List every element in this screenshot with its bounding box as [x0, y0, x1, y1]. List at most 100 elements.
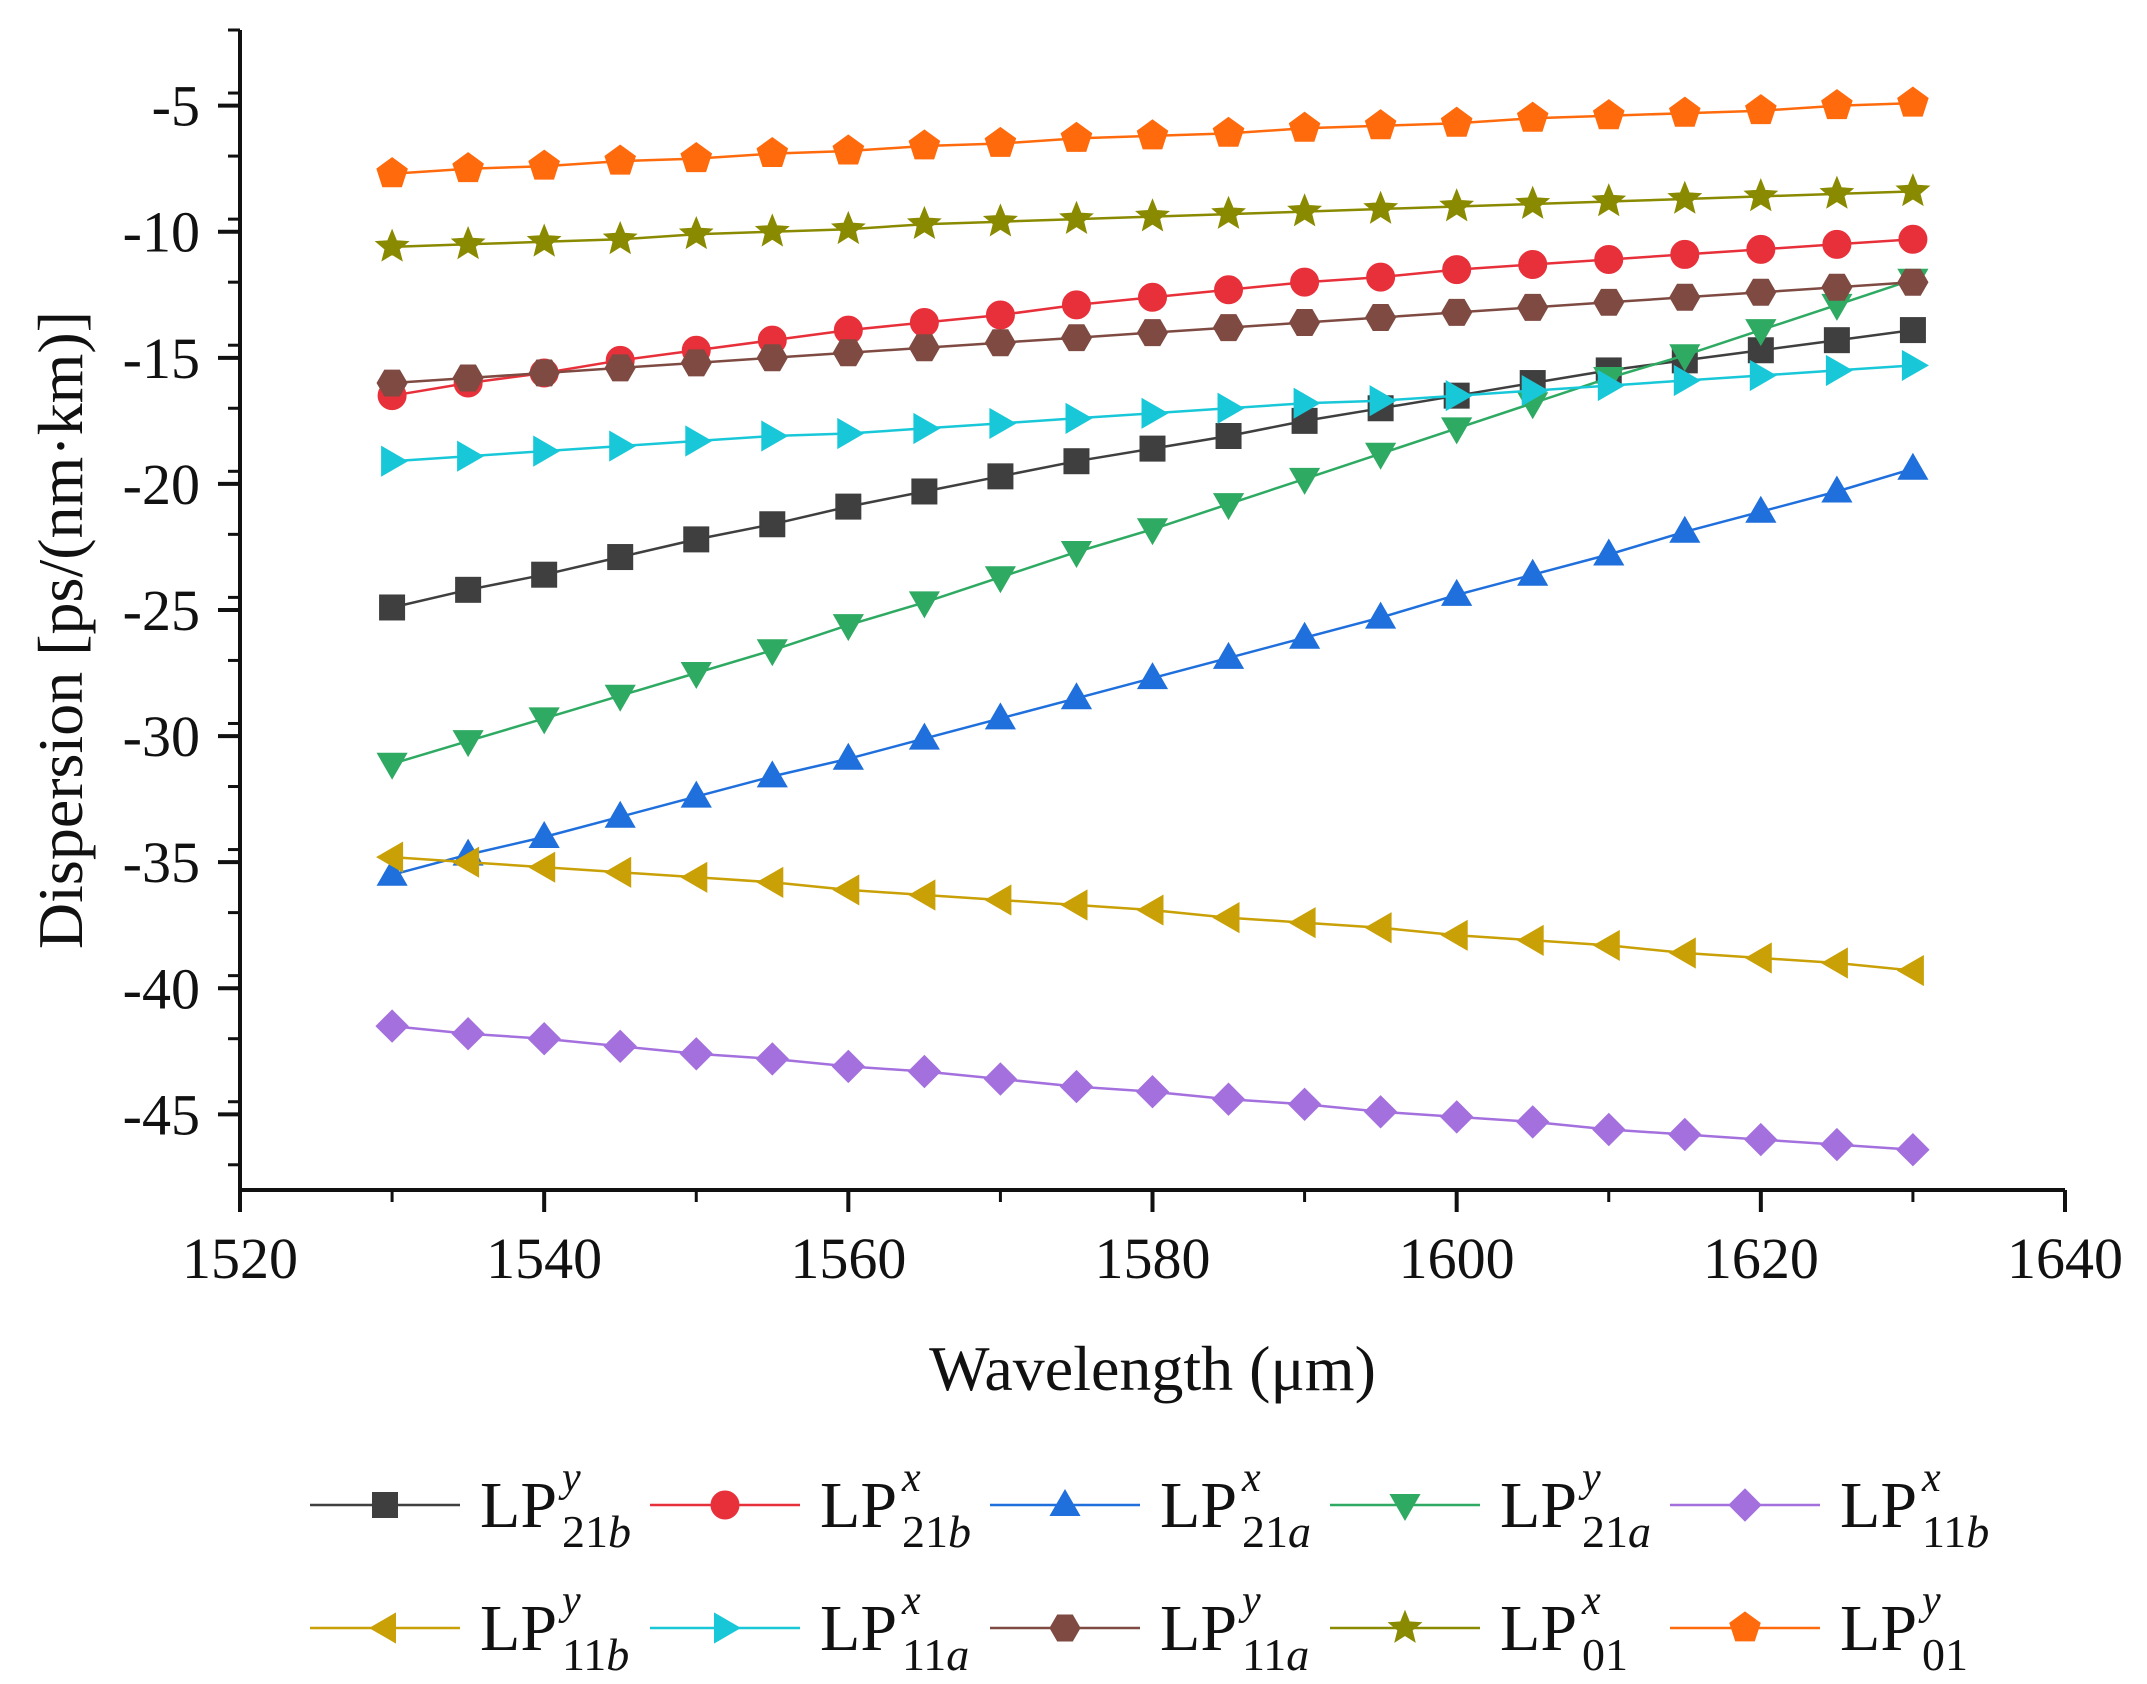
data-point	[1139, 435, 1166, 462]
data-point	[1669, 515, 1701, 543]
data-point	[832, 614, 864, 642]
data-point	[450, 225, 486, 260]
data-point	[1138, 282, 1167, 312]
data-point	[1364, 109, 1397, 140]
data-point	[1288, 111, 1321, 142]
data-point	[908, 879, 936, 911]
data-point	[1896, 955, 1924, 987]
legend-marker	[1389, 1494, 1421, 1522]
legend-marker	[1728, 1488, 1762, 1522]
x-tick-label: 1540	[486, 1226, 602, 1291]
data-point	[756, 760, 788, 788]
legend-superscript: y	[558, 1578, 581, 1624]
data-point	[1063, 448, 1090, 475]
y-tick-label: -10	[123, 200, 200, 265]
data-point	[379, 594, 406, 621]
legend-marker	[372, 1492, 398, 1518]
data-point	[1594, 244, 1624, 274]
data-point	[1673, 364, 1701, 397]
data-point	[911, 478, 938, 505]
data-point	[1592, 929, 1620, 961]
legend-marker	[710, 1490, 740, 1520]
data-point	[680, 349, 712, 377]
data-point	[1214, 275, 1244, 305]
legend-item: LP x 11b	[1670, 1455, 1989, 1557]
data-point	[1212, 641, 1245, 669]
data-point	[831, 1049, 866, 1084]
data-point	[906, 205, 942, 239]
data-point	[1212, 902, 1240, 934]
data-point	[983, 1062, 1018, 1096]
legend-item: LP x 01	[1330, 1578, 1628, 1680]
data-point	[1212, 116, 1245, 147]
legend-marker	[1049, 1614, 1081, 1642]
data-point	[1441, 298, 1473, 326]
data-point	[832, 339, 864, 367]
legend-superscript: y	[558, 1455, 581, 1501]
data-point	[1749, 359, 1777, 392]
data-point	[1369, 385, 1397, 417]
data-point	[1821, 89, 1853, 120]
legend-subscript: 01	[1922, 1629, 1968, 1679]
legend-superscript: x	[901, 1578, 921, 1624]
legend-subscript: 11a	[1242, 1629, 1309, 1679]
data-point	[908, 334, 940, 362]
data-point	[1746, 234, 1776, 264]
data-point	[1136, 662, 1169, 690]
legend-item: LP y 11b	[310, 1578, 629, 1680]
data-point	[1136, 119, 1169, 150]
data-point	[1290, 267, 1320, 297]
data-point	[984, 884, 1012, 916]
y-tick-label: -5	[152, 74, 200, 139]
data-point	[451, 1016, 485, 1051]
legend-subscript: 01	[1582, 1629, 1628, 1679]
legend-superscript: y	[1578, 1455, 1601, 1501]
data-point	[1136, 319, 1169, 347]
data-point	[984, 566, 1016, 594]
legend-superscript: y	[1918, 1578, 1941, 1624]
data-point	[1439, 188, 1475, 222]
series-lp21a-x	[376, 452, 1929, 886]
data-point	[1593, 288, 1625, 316]
legend-superscript: x	[1241, 1455, 1261, 1501]
x-tick-label: 1600	[1399, 1226, 1515, 1291]
x-tick-label: 1520	[182, 1226, 298, 1291]
data-point	[1897, 86, 1929, 117]
legend-label: LP	[1500, 1469, 1577, 1542]
data-point	[376, 369, 408, 397]
data-point	[528, 821, 560, 848]
legend-label: LP	[1160, 1469, 1237, 1542]
data-point	[832, 134, 865, 165]
data-point	[1896, 1132, 1930, 1167]
data-point	[376, 841, 404, 873]
data-point	[756, 344, 788, 372]
data-point	[907, 1054, 942, 1089]
data-point	[908, 591, 940, 619]
data-point	[837, 417, 865, 450]
legend-label: LP	[1840, 1469, 1917, 1542]
data-point	[1135, 198, 1170, 232]
legend-item: LP x 21a	[990, 1455, 1311, 1557]
data-point	[1597, 369, 1625, 402]
data-point	[1821, 273, 1853, 301]
axes: 1520 1540 1560 1580 1600 1620 1640 -5 -10 -15 -20 -…	[123, 28, 2123, 1291]
data-point	[680, 141, 713, 173]
legend-marker	[1049, 1488, 1081, 1516]
data-point	[1061, 290, 1091, 320]
data-point	[452, 846, 480, 878]
data-point	[1363, 190, 1399, 224]
legend-marker	[1387, 1609, 1423, 1643]
y-tick-label: -40	[123, 956, 200, 1021]
data-point	[680, 780, 712, 808]
data-point	[1136, 894, 1164, 926]
data-point	[455, 576, 482, 603]
data-point	[1669, 283, 1701, 311]
data-point	[1592, 1112, 1626, 1147]
data-point	[1521, 375, 1549, 407]
data-point	[1289, 621, 1321, 649]
data-point	[1745, 319, 1777, 347]
data-point	[1515, 185, 1551, 219]
data-point	[761, 420, 789, 452]
data-point	[1516, 924, 1544, 956]
